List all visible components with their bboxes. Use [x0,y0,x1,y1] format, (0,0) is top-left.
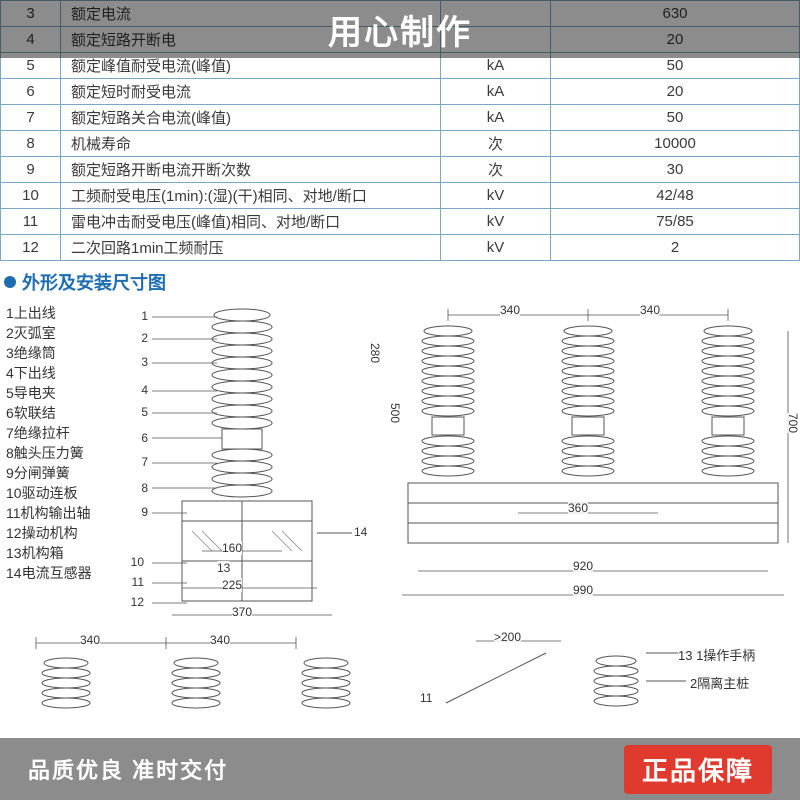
pointer-label: 1 [132,309,148,323]
table-row: 10 工频耐受电压(1min):(湿)(干)相同、对地/断口 kV 42/48 [1,183,800,209]
pointer-label: 4 [132,383,148,397]
cell-num: 6 [1,79,61,105]
cell-name: 二次回路1min工频耐压 [61,235,441,261]
dim-label: 340 [500,303,520,317]
cell-name: 额定短路关合电流(峰值) [61,105,441,131]
dim-label: 14 [354,525,367,539]
cell-unit: 次 [441,131,551,157]
part-item: 14电流互感器 [6,563,116,583]
part-item: 13机构箱 [6,543,116,563]
pointer-label: 12 [128,595,144,609]
pointer-label: 8 [132,481,148,495]
cell-num: 8 [1,131,61,157]
dim-label: 11 [420,691,432,705]
cell-value: 10000 [551,131,800,157]
bottom-diagram-row: 340 340 >200 11 13 1操作手柄 2隔离主桩 [0,633,800,723]
cell-value: 30 [551,157,800,183]
table-row: 7 额定短路关合电流(峰值) kA 50 [1,105,800,131]
section-title: 外形及安装尺寸图 [22,269,166,295]
part-item: 1上出线 [6,303,116,323]
cell-name: 额定短时耐受电流 [61,79,441,105]
table-row: 11 雷电冲击耐受电压(峰值)相同、对地/断口 kV 75/85 [1,209,800,235]
cell-unit: kV [441,209,551,235]
cell-unit: kV [441,183,551,209]
footer-left-text: 品质优良 准时交付 [28,753,228,785]
dim-label: 360 [568,501,588,515]
cell-unit: kA [441,79,551,105]
top-banner-text: 用心制作 [328,5,472,54]
cell-value: 42/48 [551,183,800,209]
cell-num: 7 [1,105,61,131]
dim-label: 500 [388,403,402,423]
pointer-label: 2 [132,331,148,345]
dim-label: 920 [573,559,593,573]
dim-label: 13 1操作手柄 [678,645,755,664]
cell-num: 11 [1,209,61,235]
cell-value: 20 [551,79,800,105]
pointer-label: 5 [132,405,148,419]
part-item: 4下出线 [6,363,116,383]
bullet-icon [4,276,16,288]
pointer-label: 6 [132,431,148,445]
part-item: 9分闸弹簧 [6,463,116,483]
cell-value: 75/85 [551,209,800,235]
pointer-label: 10 [128,555,144,569]
table-row: 8 机械寿命 次 10000 [1,131,800,157]
dim-label: 2隔离主桩 [690,673,749,692]
left-cross-section: 1 2 3 4 5 6 7 8 9 10 11 12 280 160 13 22… [122,303,382,633]
part-item: 3绝缘筒 [6,343,116,363]
cell-num: 9 [1,157,61,183]
cell-num: 10 [1,183,61,209]
dim-label: 990 [573,583,593,597]
dim-label: 340 [80,633,100,647]
dim-label: 225 [222,578,242,592]
cell-unit: kV [441,235,551,261]
cell-value: 2 [551,235,800,261]
cell-name: 雷电冲击耐受电压(峰值)相同、对地/断口 [61,209,441,235]
parts-list: 1上出线 2灭弧室 3绝缘筒 4下出线 5导电夹 6软联结 7绝缘拉杆 8触头压… [6,303,116,633]
part-item: 5导电夹 [6,383,116,403]
part-item: 10驱动连板 [6,483,116,503]
part-item: 2灭弧室 [6,323,116,343]
dim-label: 160 [222,541,242,555]
table-row: 9 额定短路开断电流开断次数 次 30 [1,157,800,183]
dim-label: 700 [786,413,800,433]
part-item: 12操动机构 [6,523,116,543]
pointer-label: 3 [132,355,148,369]
right-front-view: 340 340 500 700 360 920 990 [388,303,798,633]
part-item: 11机构输出轴 [6,503,116,523]
dim-label: 340 [640,303,660,317]
dim-label: 280 [368,343,382,363]
left-diagram-svg [122,303,382,633]
pointer-label: 9 [132,505,148,519]
cell-unit: kA [441,105,551,131]
dim-label: 340 [210,633,230,647]
bottom-svg [6,633,794,723]
dim-label: 13 [217,561,230,575]
cell-value: 50 [551,105,800,131]
dim-label: >200 [494,630,521,644]
cell-num: 12 [1,235,61,261]
footer-band: 品质优良 准时交付 正品保障 [0,738,800,800]
part-item: 6软联结 [6,403,116,423]
top-banner: 用心制作 [0,0,800,58]
table-row: 12 二次回路1min工频耐压 kV 2 [1,235,800,261]
pointer-label: 7 [132,455,148,469]
part-item: 8触头压力簧 [6,443,116,463]
section-header: 外形及安装尺寸图 [0,261,800,301]
table-row: 6 额定短时耐受电流 kA 20 [1,79,800,105]
pointer-label: 11 [128,575,144,589]
part-item: 7绝缘拉杆 [6,423,116,443]
cell-name: 工频耐受电压(1min):(湿)(干)相同、对地/断口 [61,183,441,209]
diagram-area: 1上出线 2灭弧室 3绝缘筒 4下出线 5导电夹 6软联结 7绝缘拉杆 8触头压… [0,301,800,633]
cell-name: 机械寿命 [61,131,441,157]
footer-badge: 正品保障 [624,745,772,794]
dim-label: 370 [232,605,252,619]
cell-unit: 次 [441,157,551,183]
cell-name: 额定短路开断电流开断次数 [61,157,441,183]
